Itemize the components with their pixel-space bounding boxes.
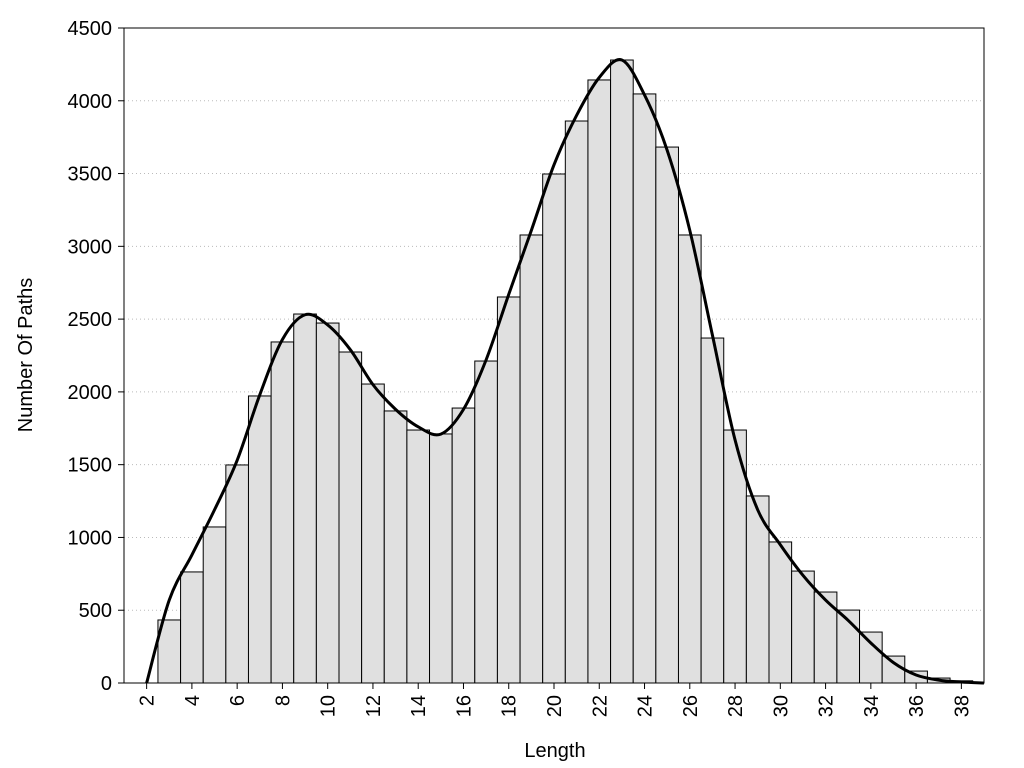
bar <box>519 234 544 684</box>
bar <box>791 570 815 684</box>
y-tick-label: 3000 <box>68 236 113 258</box>
bar <box>202 526 227 684</box>
x-tick-label: 30 <box>770 695 792 717</box>
bar <box>881 655 906 684</box>
bar <box>768 541 793 684</box>
y-tick-label: 2500 <box>68 309 113 331</box>
x-tick-label: 24 <box>635 695 657 717</box>
bar <box>361 383 385 684</box>
x-tick-label: 4 <box>182 695 204 706</box>
bar <box>496 296 521 684</box>
x-tick-label: 16 <box>453 695 475 717</box>
x-tick-label: 14 <box>408 695 430 717</box>
bar <box>474 360 498 684</box>
x-tick-label: 8 <box>272 695 294 706</box>
bar <box>247 395 272 684</box>
y-tick-label: 4000 <box>68 91 113 113</box>
x-axis-label: Length <box>524 740 585 762</box>
bar <box>180 571 204 684</box>
y-tick-label: 0 <box>101 673 112 695</box>
bar <box>587 79 612 684</box>
y-axis-label: Number Of Paths <box>15 278 37 433</box>
x-tick-label: 18 <box>499 695 521 717</box>
bar <box>700 337 725 684</box>
y-tick-label: 1000 <box>68 527 113 549</box>
x-tick-label: 2 <box>137 695 159 706</box>
bar <box>270 341 295 684</box>
bar <box>406 429 431 684</box>
x-tick-label: 20 <box>544 695 566 717</box>
bar <box>655 146 679 684</box>
x-tick-label: 38 <box>951 695 973 717</box>
y-tick-label: 4500 <box>68 18 113 40</box>
x-tick-label: 34 <box>861 695 883 717</box>
bar <box>338 351 363 684</box>
x-tick-label: 32 <box>816 695 838 717</box>
x-tick-label: 36 <box>906 695 928 717</box>
bar <box>383 410 408 684</box>
bar <box>429 433 453 684</box>
bar <box>293 313 317 684</box>
y-tick-label: 1500 <box>68 455 113 477</box>
x-tick-label: 6 <box>227 695 249 706</box>
plot-frame <box>123 27 985 684</box>
density-curve <box>145 58 985 685</box>
bar <box>610 59 634 684</box>
y-tick-label: 500 <box>79 600 112 622</box>
y-tick-label: 2000 <box>68 382 113 404</box>
x-tick-label: 22 <box>589 695 611 717</box>
bar <box>451 407 476 684</box>
x-tick-label: 10 <box>318 695 340 717</box>
bar <box>859 631 883 684</box>
bar <box>315 322 340 684</box>
y-tick-label: 3500 <box>68 164 113 186</box>
bar <box>542 173 566 684</box>
x-tick-label: 26 <box>680 695 702 717</box>
bar <box>632 93 657 684</box>
x-tick-label: 12 <box>363 695 385 717</box>
x-tick-label: 28 <box>725 695 747 717</box>
bar <box>225 464 249 684</box>
bar <box>564 120 589 684</box>
bar <box>677 234 702 684</box>
